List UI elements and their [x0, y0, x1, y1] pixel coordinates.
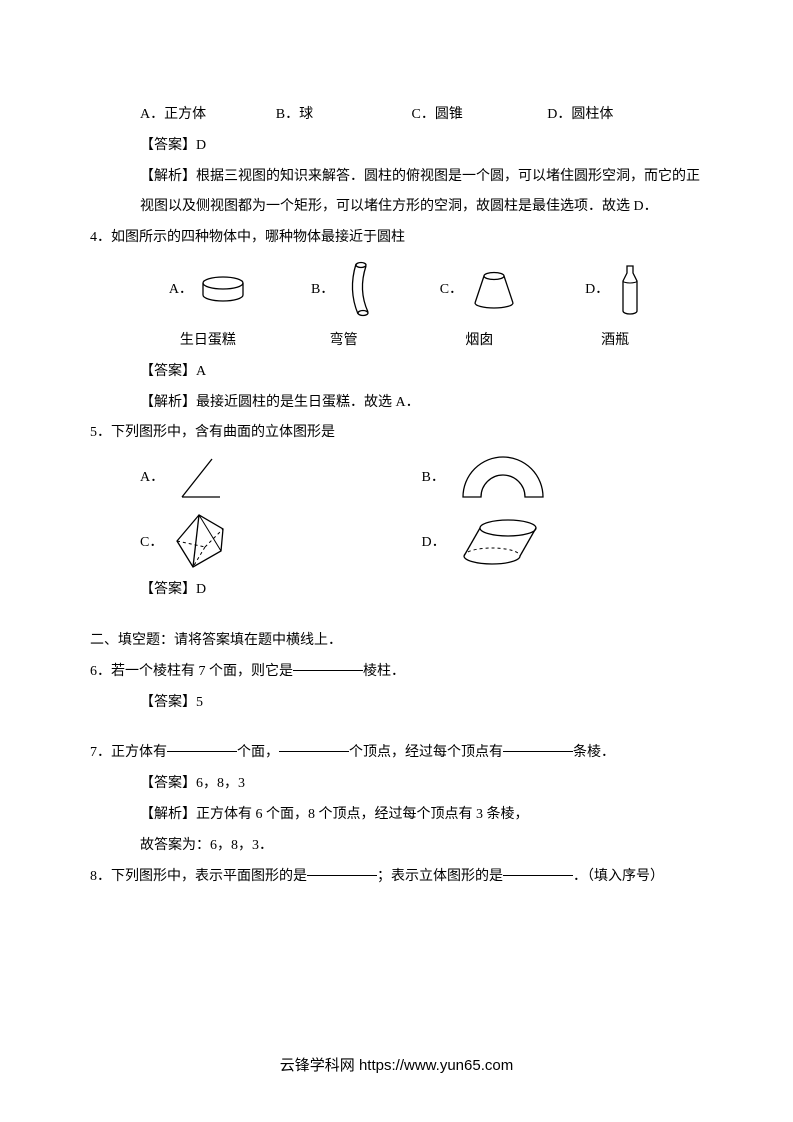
page-footer: 云锋学科网 https://www.yun65.com: [0, 1049, 793, 1082]
q6-text-after: 棱柱．: [363, 657, 405, 688]
prev-opt-a: A．正方体: [140, 100, 276, 131]
q8-t1: 下列图形中，表示平面图形的是: [111, 862, 307, 893]
q5-opt-c: C．: [140, 528, 163, 559]
q4-opt-a: A．: [169, 275, 193, 306]
q7-t1: 正方体有: [111, 738, 167, 769]
q6-line: 6． 若一个棱柱有 7 个面，则它是 棱柱．: [90, 657, 703, 688]
q5-row2: C． D．: [90, 511, 703, 575]
q6-answer: 【答案】5: [90, 688, 703, 719]
q4-line: 4． 如图所示的四种物体中，哪种物体最接近于圆柱: [90, 223, 703, 254]
q5-fig-b: B．: [422, 453, 704, 503]
bottle-icon: [615, 263, 645, 317]
pyramid-icon: [171, 511, 235, 575]
q7-num: 7．: [90, 738, 111, 769]
q5-line: 5． 下列图形中，含有曲面的立体图形是: [90, 418, 703, 449]
q4-label-a: 生日蛋糕: [140, 326, 276, 357]
pipe-icon: [340, 260, 376, 320]
q6-blank: [293, 657, 363, 671]
prev-explanation: 【解析】根据三视图的知识来解答．圆柱的俯视图是一个圆，可以堵住圆形空洞，而它的正…: [90, 162, 703, 224]
prev-opt-b: B．球: [276, 100, 412, 131]
q5-answer: 【答案】D: [90, 575, 703, 606]
angle-icon: [172, 453, 232, 503]
q5-row1: A． B．: [90, 453, 703, 503]
q7-t4: 条棱．: [573, 738, 615, 769]
q4-answer: 【答案】A: [90, 357, 703, 388]
q4-label-d: 酒瓶: [547, 326, 683, 357]
q5-opt-d: D．: [422, 528, 446, 559]
chimney-icon: [469, 269, 519, 311]
q5-opt-b: B．: [422, 463, 445, 494]
q7-line: 7． 正方体有 个面， 个顶点，经过每个顶点有 条棱．: [90, 738, 703, 769]
prev-answer: 【答案】D: [90, 131, 703, 162]
prev-opt-c: C．圆锥: [412, 100, 548, 131]
q4-label-b: 弯管: [276, 326, 412, 357]
q4-fig-b: B．: [276, 260, 412, 320]
q7-expl1: 【解析】正方体有 6 个面，8 个顶点，经过每个顶点有 3 条棱，: [90, 800, 703, 831]
q5-num: 5．: [90, 418, 111, 449]
section2-heading: 二、填空题：请将答案填在题中横线上．: [90, 626, 703, 657]
q7-answer: 【答案】6，8，3: [90, 769, 703, 800]
q4-opt-b: B．: [311, 275, 334, 306]
q5-fig-a: A．: [140, 453, 422, 503]
q5-fig-d: D．: [422, 511, 704, 575]
q8-t3: ．（填入序号）: [573, 862, 664, 893]
q4-explanation: 【解析】最接近圆柱的是生日蛋糕．故选 A．: [90, 388, 703, 419]
q4-num: 4．: [90, 223, 111, 254]
q7-blank3: [503, 738, 573, 752]
q4-fig-c: C．: [412, 269, 548, 311]
q6-num: 6．: [90, 657, 111, 688]
q4-label-c: 烟囱: [412, 326, 548, 357]
prev-opt-d: D．圆柱体: [547, 100, 683, 131]
q5-text: 下列图形中，含有曲面的立体图形是: [111, 418, 335, 449]
cake-icon: [199, 275, 247, 305]
q8-blank2: [503, 862, 573, 876]
q8-t2: ；表示立体图形的是: [377, 862, 503, 893]
q5-fig-c: C．: [140, 511, 422, 575]
q4-fig-d: D．: [547, 263, 683, 317]
q4-opt-d: D．: [585, 275, 609, 306]
q8-num: 8．: [90, 862, 111, 893]
q7-t2: 个面，: [237, 738, 279, 769]
q6-text-before: 若一个棱柱有 7 个面，则它是: [111, 657, 293, 688]
q4-figures: A． B． C．: [90, 260, 703, 320]
oblique-cylinder-icon: [454, 516, 544, 570]
q4-fig-a: A．: [140, 275, 276, 306]
q5-opt-a: A．: [140, 463, 164, 494]
q7-blank1: [167, 738, 237, 752]
q8-blank1: [307, 862, 377, 876]
q7-blank2: [279, 738, 349, 752]
q4-text: 如图所示的四种物体中，哪种物体最接近于圆柱: [111, 223, 405, 254]
arch-icon: [453, 453, 553, 503]
q7-t3: 个顶点，经过每个顶点有: [349, 738, 503, 769]
q7-expl2: 故答案为：6，8，3．: [90, 831, 703, 862]
prev-options-row: A．正方体 B．球 C．圆锥 D．圆柱体: [90, 100, 703, 131]
q4-opt-c: C．: [440, 275, 463, 306]
q8-line: 8． 下列图形中，表示平面图形的是 ；表示立体图形的是 ．（填入序号）: [90, 862, 703, 893]
q4-labels: 生日蛋糕 弯管 烟囱 酒瓶: [90, 326, 703, 357]
